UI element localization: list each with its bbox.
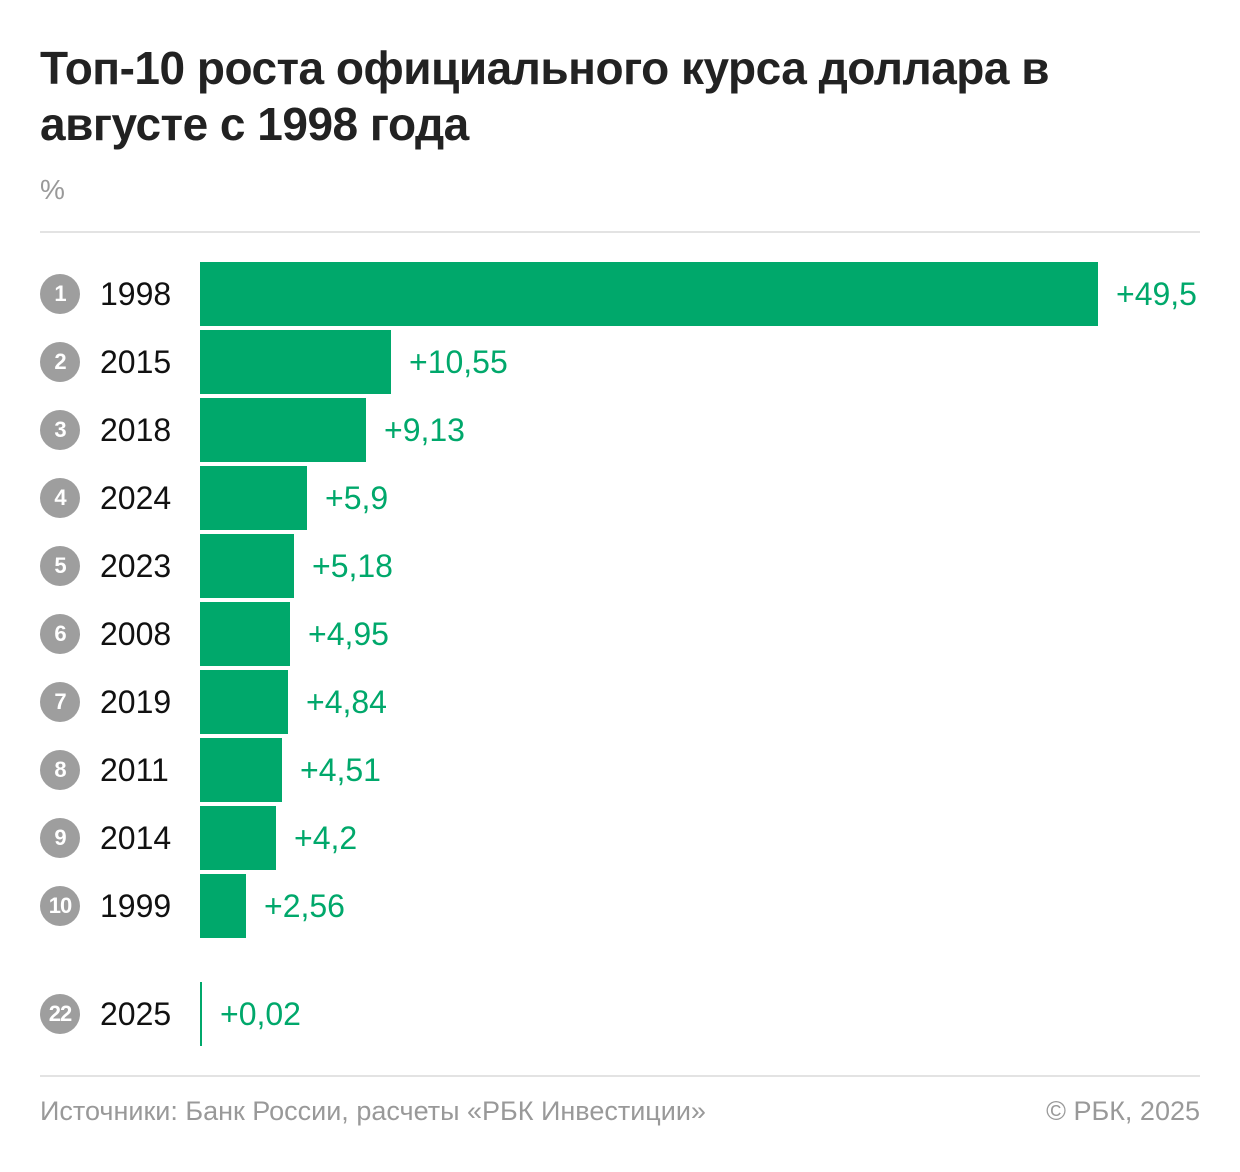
bar-row: 8 2011 +4,51 [0,738,1240,802]
rank-badge: 5 [40,546,80,586]
bar [200,982,202,1046]
rank-badge: 10 [40,886,80,926]
rank-badge: 6 [40,614,80,654]
bar [200,262,1098,326]
category-label: 1998 [100,276,172,312]
chart-title: Топ-10 роста официального курса доллара … [40,42,1050,150]
value-label: +0,02 [220,996,301,1032]
bar-row: 4 2024 +5,9 [0,466,1240,530]
bar-row: 5 2023 +5,18 [0,534,1240,598]
bar-row: 9 2014 +4,2 [0,806,1240,870]
category-label: 2019 [100,684,172,720]
top-divider [40,231,1200,233]
category-label: 2011 [100,752,169,788]
category-label: 2024 [100,480,172,516]
copyright: © РБК, 2025 [1046,1096,1200,1126]
category-label: 2008 [100,616,172,652]
bottom-divider [40,1075,1200,1077]
value-label: +5,18 [312,548,393,584]
bar [200,330,391,394]
bar-row: 10 1999 +2,56 [0,874,1240,938]
bar [200,534,294,598]
bar-row: 22 2025 +0,02 [0,982,1240,1046]
unit-label: % [40,174,65,205]
value-label: +4,95 [308,616,389,652]
category-label: 1999 [100,888,172,924]
bar [200,738,282,802]
bar-row: 7 2019 +4,84 [0,670,1240,734]
bar [200,874,246,938]
category-label: 2014 [100,820,172,856]
value-label: +4,84 [306,684,387,720]
rank-badge: 3 [40,410,80,450]
bar-row: 3 2018 +9,13 [0,398,1240,462]
bar [200,466,307,530]
value-label: +5,9 [325,480,389,516]
bar [200,602,290,666]
value-label: +4,2 [294,820,358,856]
value-label: +2,56 [264,888,345,924]
rank-badge: 4 [40,478,80,518]
rank-badge: 8 [40,750,80,790]
bar-row: 2 2015 +10,55 [0,330,1240,394]
rank-badge: 1 [40,274,80,314]
bar [200,398,366,462]
bar [200,670,288,734]
rank-badge: 7 [40,682,80,722]
category-label: 2025 [100,996,172,1032]
value-label: +49,5 [1116,276,1197,312]
rank-badge: 22 [40,994,80,1034]
rank-badge: 9 [40,818,80,858]
rank-badge: 2 [40,342,80,382]
bar-row: 1 1998 +49,5 [0,262,1240,326]
value-label: +10,55 [409,344,508,380]
value-label: +9,13 [384,412,465,448]
category-label: 2015 [100,344,172,380]
bar [200,806,276,870]
bar-row: 6 2008 +4,95 [0,602,1240,666]
category-label: 2018 [100,412,172,448]
value-label: +4,51 [300,752,381,788]
source-note: Источники: Банк России, расчеты «РБК Инв… [40,1096,706,1126]
category-label: 2023 [100,548,172,584]
